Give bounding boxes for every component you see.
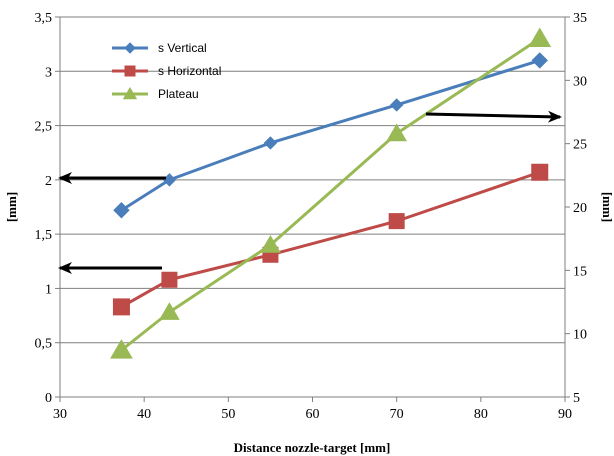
y-right-tick-label: 25	[573, 138, 587, 153]
y-left-tick-label: 0	[45, 391, 52, 406]
data-point-s-horizontal	[112, 298, 130, 316]
data-point-s-vertical	[263, 136, 278, 150]
y-left-tick-label: 1,5	[35, 228, 53, 243]
data-point-plateau	[110, 339, 133, 359]
data-point-plateau	[386, 123, 407, 142]
y-left-tick-label: 2	[45, 174, 52, 189]
y-right-tick-label: 10	[573, 328, 587, 343]
y-left-tick-label: 2,5	[35, 120, 53, 135]
data-point-s-horizontal	[531, 163, 549, 181]
series-plateau	[110, 27, 552, 359]
gridlines	[60, 16, 565, 344]
series-s-vertical	[113, 52, 548, 219]
legend-item-plateau: Plateau	[112, 87, 199, 101]
legend: s Vertical s Horizontal Plateau	[112, 41, 221, 101]
y-left-tick-label: 3	[45, 65, 52, 80]
legend-label: s Horizontal	[158, 64, 221, 78]
legend-swatch-marker	[124, 65, 136, 77]
y-right-tick-label: 20	[573, 201, 587, 216]
series-group	[110, 27, 552, 359]
x-tick-label: 80	[474, 407, 488, 422]
legend-swatch-marker	[122, 87, 138, 100]
x-tick-label: 40	[137, 407, 151, 422]
legend-item-s-horizontal: s Horizontal	[112, 64, 221, 78]
x-tick-label: 70	[390, 407, 404, 422]
data-point-plateau	[260, 235, 281, 253]
data-point-s-horizontal	[161, 271, 178, 288]
x-axis-title: Distance nozzle-target [mm]	[234, 440, 391, 455]
data-point-plateau	[159, 302, 180, 320]
x-tick-labels: 30 40 50 60 70 80 90	[53, 407, 572, 422]
x-tick-label: 90	[558, 407, 572, 422]
data-point-s-vertical	[531, 52, 548, 69]
data-point-s-vertical	[389, 98, 404, 112]
y-left-tick-labels: 0 0,5 1 1,5 2 2,5 3 3,5	[35, 11, 53, 406]
legend-label: s Vertical	[158, 41, 207, 55]
data-point-s-horizontal	[388, 213, 405, 230]
y-right-tick-label: 35	[573, 11, 587, 26]
x-tick-label: 50	[221, 407, 235, 422]
axes	[55, 16, 570, 402]
x-tick-label: 60	[306, 407, 320, 422]
x-tick-label: 30	[53, 407, 67, 422]
y-left-tick-label: 3,5	[35, 11, 53, 26]
y-right-tick-labels: 5 10 15 20 25 30 35	[573, 11, 587, 406]
legend-item-s-vertical: s Vertical	[112, 41, 207, 55]
y-right-tick-label: 5	[573, 391, 580, 406]
y-right-axis-title: [mm]	[600, 192, 614, 222]
y-left-tick-label: 1	[45, 282, 52, 297]
data-point-s-vertical	[113, 202, 130, 219]
y-right-tick-label: 30	[573, 74, 587, 89]
y-left-tick-label: 0,5	[35, 337, 53, 352]
y-right-tick-label: 15	[573, 264, 587, 279]
data-point-plateau	[528, 27, 552, 48]
legend-label: Plateau	[158, 87, 199, 101]
y-left-axis-title: [mm]	[4, 192, 19, 222]
arrow-to-right-axis-plateau	[425, 110, 562, 123]
series-s-horizontal	[112, 163, 549, 316]
annotation-arrows	[58, 110, 562, 274]
legend-swatch-marker	[124, 42, 136, 54]
